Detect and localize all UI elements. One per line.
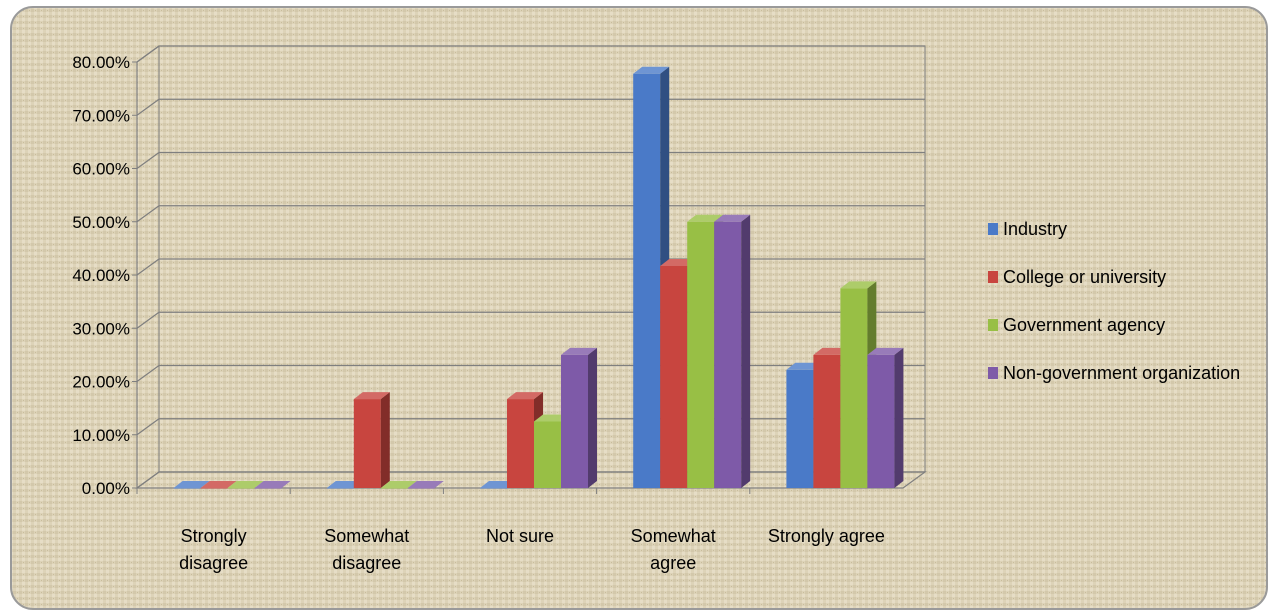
legend-label: Industry [1003, 219, 1067, 239]
y-axis: 0.00% 10.00% 20.00% 30.00% 40.00% 50.00% 60.00… [72, 45, 160, 498]
bar-front [227, 488, 255, 489]
bar-top [714, 214, 751, 222]
bar-side [741, 214, 751, 488]
y-tick-label: 30.00% [72, 319, 130, 338]
bar-side [588, 347, 597, 488]
x-tick-label: disagree [179, 553, 248, 573]
bar-top [840, 281, 877, 289]
bar [227, 481, 264, 489]
gridline [136, 151, 925, 169]
bar [380, 481, 417, 489]
y-tick-label: 10.00% [72, 426, 130, 445]
bar-front [633, 73, 661, 488]
y-tick-label: 40.00% [72, 266, 130, 285]
legend-swatch [988, 271, 998, 283]
y-tick-label: 50.00% [72, 213, 130, 232]
bar [407, 481, 444, 489]
bar-top [633, 66, 670, 74]
bar [254, 481, 291, 489]
bar-top [867, 347, 904, 355]
bar-front [200, 488, 228, 489]
x-tick-label: agree [650, 553, 696, 573]
legend-item: Government agency [988, 315, 1165, 335]
y-tick-label: 60.00% [72, 160, 130, 179]
bar-top [687, 214, 724, 222]
bar-chart: 0.00% 10.00% 20.00% 30.00% 40.00% 50.00% 60.00… [10, 6, 1268, 610]
bar [714, 214, 751, 488]
gridline [136, 205, 925, 223]
legend-label: Non-government organization [1003, 363, 1240, 383]
x-axis-labels: Strongly disagree Somewhat disagree Not sure… [136, 488, 885, 573]
bar-front [534, 421, 561, 488]
x-tick-label: Strongly [181, 526, 247, 546]
bar-top [407, 481, 444, 488]
legend: Industry College or university Government … [988, 219, 1240, 383]
bar-front [714, 221, 742, 488]
x-tick-label: Strongly agree [768, 526, 885, 546]
y-axis-top [136, 45, 160, 63]
y-tick-label: 20.00% [72, 373, 130, 392]
bar-front [840, 288, 868, 488]
bar-front [353, 399, 381, 488]
x-tick-label: Somewhat [324, 526, 409, 546]
chart-frame: 0.00% 10.00% 20.00% 30.00% 40.00% 50.00% 60.00… [10, 6, 1268, 610]
y-tick-label: 70.00% [72, 106, 130, 125]
x-tick-label: disagree [332, 553, 401, 573]
bar [561, 347, 597, 488]
bar-front [561, 354, 588, 488]
bar [633, 66, 670, 488]
bar-front [687, 221, 715, 488]
bar-top [254, 481, 291, 488]
bar-front [480, 488, 507, 489]
bar-front [380, 488, 408, 489]
bar-front [867, 354, 895, 488]
bar-top [507, 392, 543, 400]
bar-top [380, 481, 417, 488]
bar-front [326, 488, 354, 489]
bar-front [173, 488, 201, 489]
gridline [136, 98, 925, 116]
bar-top [353, 392, 390, 400]
y-tick-label: 0.00% [82, 479, 130, 498]
bar-front [660, 265, 688, 488]
bar [353, 392, 390, 488]
bar [200, 481, 237, 489]
legend-swatch [988, 223, 998, 235]
bar-front [507, 399, 534, 488]
bar-front [254, 488, 282, 489]
legend-item: College or university [988, 267, 1166, 287]
legend-swatch [988, 319, 998, 331]
legend-label: Government agency [1003, 315, 1165, 335]
legend-item: Non-government organization [988, 363, 1240, 383]
bar [173, 481, 210, 489]
y-tick-label: 80.00% [72, 53, 130, 72]
x-tick-label: Somewhat [631, 526, 716, 546]
bar-top [173, 481, 210, 488]
bar-top [227, 481, 264, 488]
bar [867, 347, 904, 488]
bar-side [380, 392, 390, 488]
legend-item: Industry [988, 219, 1067, 239]
legend-swatch [988, 367, 998, 379]
x-tick-label: Not sure [486, 526, 554, 546]
legend-label: College or university [1003, 267, 1166, 287]
bar-front [407, 488, 435, 489]
bar-front [813, 354, 841, 488]
bars [173, 66, 904, 489]
bar-top [200, 481, 237, 488]
bar-side [894, 347, 904, 488]
bar-front [786, 369, 814, 488]
bar-top [561, 347, 597, 355]
